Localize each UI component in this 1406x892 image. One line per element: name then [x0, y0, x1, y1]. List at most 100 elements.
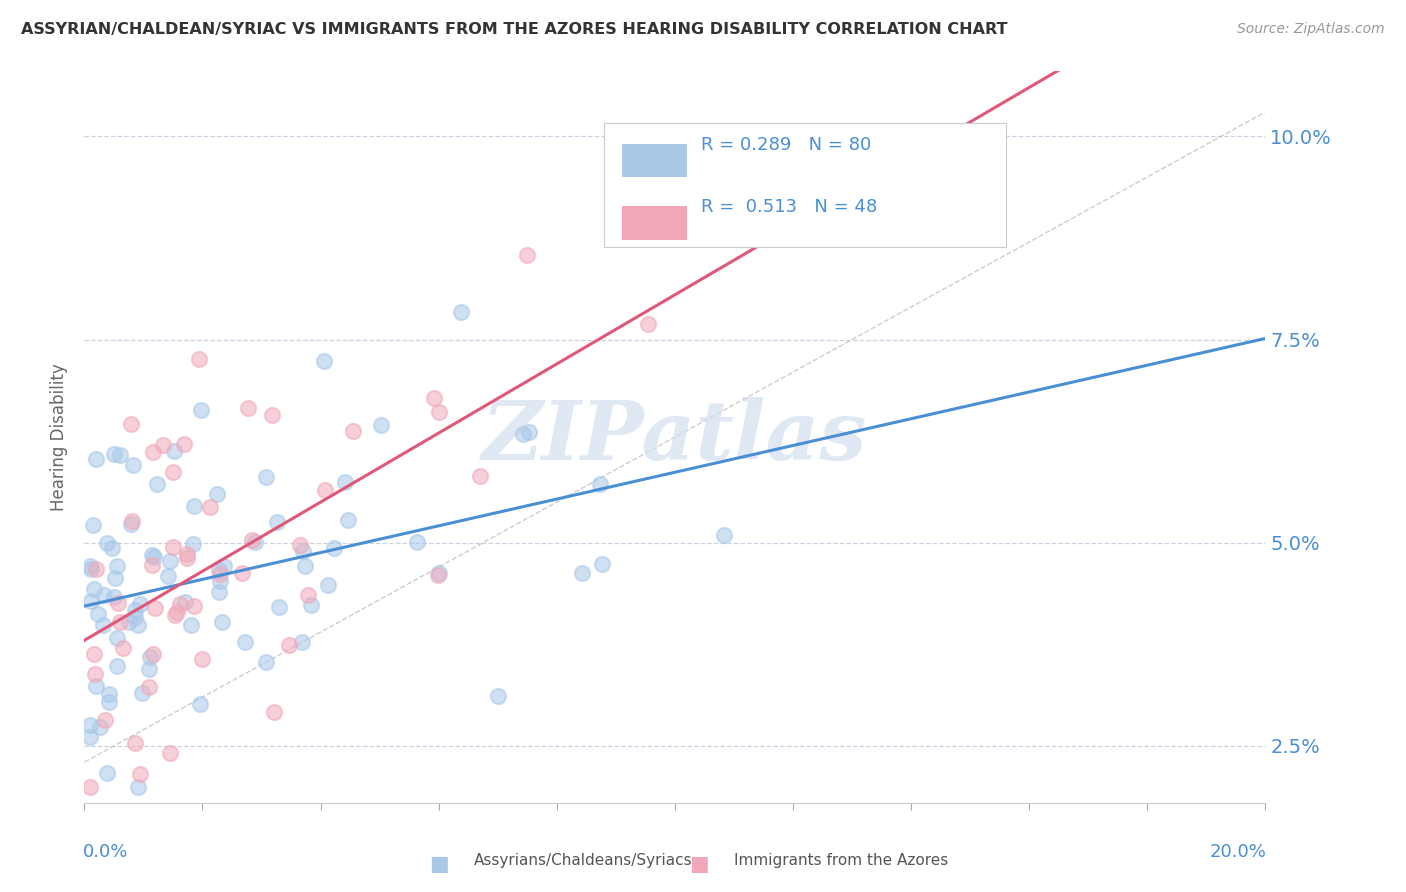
Point	[208, 563, 231, 577]
Point	[233, 635, 256, 649]
Point	[173, 436, 195, 450]
Point	[236, 401, 259, 415]
Point	[141, 558, 163, 573]
FancyBboxPatch shape	[621, 206, 686, 240]
Text: ■: ■	[429, 854, 449, 874]
Point	[108, 449, 131, 463]
Point	[166, 605, 188, 619]
Point	[162, 540, 184, 554]
Point	[108, 615, 131, 629]
Point	[450, 304, 472, 318]
Point	[127, 780, 149, 794]
Point	[159, 553, 181, 567]
Point	[190, 652, 212, 666]
Point	[152, 438, 174, 452]
Point	[83, 582, 105, 596]
Point	[231, 566, 253, 580]
Point	[120, 516, 142, 531]
Text: R =  0.513   N = 48: R = 0.513 N = 48	[700, 198, 877, 216]
Point	[254, 655, 277, 669]
Point	[263, 705, 285, 719]
Point	[205, 486, 228, 500]
Point	[266, 516, 288, 530]
Text: Assyrians/Chaldeans/Syriacs: Assyrians/Chaldeans/Syriacs	[474, 853, 693, 868]
Point	[278, 638, 301, 652]
Point	[190, 402, 212, 417]
Point	[94, 713, 117, 727]
Point	[370, 417, 392, 432]
Point	[79, 717, 101, 731]
Point	[208, 584, 231, 599]
Point	[122, 458, 145, 472]
Point	[176, 548, 198, 562]
Text: Immigrants from the Azores: Immigrants from the Azores	[734, 853, 948, 868]
Point	[96, 765, 118, 780]
Point	[131, 686, 153, 700]
Point	[188, 697, 211, 711]
Text: ASSYRIAN/CHALDEAN/SYRIAC VS IMMIGRANTS FROM THE AZORES HEARING DISABILITY CORREL: ASSYRIAN/CHALDEAN/SYRIAC VS IMMIGRANTS F…	[21, 22, 1008, 37]
Point	[162, 465, 184, 479]
Point	[212, 558, 235, 573]
Point	[117, 615, 139, 629]
Point	[141, 548, 163, 562]
Point	[174, 595, 197, 609]
Point	[124, 736, 146, 750]
Point	[571, 566, 593, 580]
Point	[427, 405, 450, 419]
Point	[183, 599, 205, 613]
Point	[713, 528, 735, 542]
Text: 20.0%: 20.0%	[1209, 843, 1267, 861]
Point	[423, 392, 446, 406]
Point	[142, 445, 165, 459]
Point	[138, 681, 160, 695]
Y-axis label: Hearing Disability: Hearing Disability	[49, 363, 67, 511]
Point	[124, 603, 146, 617]
Point	[142, 550, 165, 565]
Point	[176, 550, 198, 565]
Point	[468, 469, 491, 483]
Point	[589, 476, 612, 491]
Point	[211, 615, 233, 629]
Point	[105, 658, 128, 673]
Point	[314, 483, 336, 498]
Point	[96, 535, 118, 549]
Text: ■: ■	[689, 854, 709, 874]
Point	[322, 541, 344, 556]
Point	[299, 598, 322, 612]
Point	[93, 588, 115, 602]
Point	[159, 746, 181, 760]
Point	[139, 650, 162, 665]
Point	[103, 447, 125, 461]
Point	[105, 559, 128, 574]
Point	[405, 535, 427, 549]
Point	[80, 594, 103, 608]
Point	[294, 559, 316, 574]
Point	[87, 607, 110, 621]
Point	[138, 662, 160, 676]
FancyBboxPatch shape	[621, 145, 686, 178]
Point	[79, 780, 101, 794]
Point	[146, 477, 169, 491]
Point	[111, 640, 134, 655]
Point	[127, 617, 149, 632]
Point	[637, 317, 659, 331]
Point	[290, 538, 312, 552]
Point	[208, 567, 231, 582]
Point	[105, 632, 128, 646]
Point	[181, 536, 204, 550]
Point	[337, 513, 360, 527]
Point	[124, 609, 146, 624]
Point	[120, 417, 142, 431]
Text: R = 0.289   N = 80: R = 0.289 N = 80	[700, 136, 872, 153]
Point	[427, 568, 450, 582]
Point	[121, 514, 143, 528]
Point	[165, 607, 187, 622]
Point	[84, 451, 107, 466]
Text: Source: ZipAtlas.com: Source: ZipAtlas.com	[1237, 22, 1385, 37]
Text: 0.0%: 0.0%	[83, 843, 128, 861]
Point	[254, 470, 277, 484]
Point	[333, 475, 356, 489]
Point	[89, 720, 111, 734]
Point	[84, 679, 107, 693]
Point	[180, 618, 202, 632]
